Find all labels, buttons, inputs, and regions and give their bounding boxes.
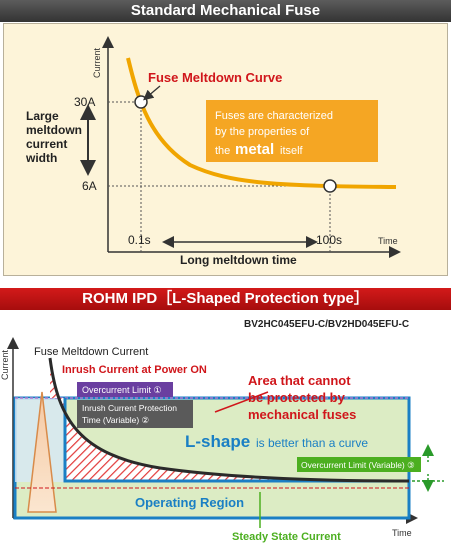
fuse-meltdown-curve-2	[48, 357, 410, 483]
tick-01s: 0.1s	[128, 233, 151, 247]
tick-6a: 6A	[82, 179, 97, 193]
steady-label: Steady State Current	[232, 531, 341, 543]
x-axis-label-2: Time	[392, 528, 412, 538]
point-6a	[323, 179, 337, 193]
y-axis-label-2: Current	[0, 349, 10, 380]
inrush-time-box	[77, 400, 193, 428]
overcurrent1-box	[77, 382, 173, 397]
unprotected-area	[50, 358, 409, 481]
point-30a	[134, 95, 148, 109]
section2-banner: ROHM IPD［L-Shaped Protection type］	[0, 288, 451, 310]
section1-chart: Current Time Fuse Meltdown Curve 30A 6A …	[25, 36, 401, 267]
part-number: BV2HC045EFU-C/BV2HD045EFU-C	[244, 319, 409, 330]
inrush-time-label: Inrush Current Protection Time (Variable…	[82, 403, 179, 425]
area-text: Area that cannot be protected by mechani…	[248, 373, 356, 422]
x-axis-label: Time	[378, 236, 398, 246]
note-text: Fuses are characterized by the propertie…	[215, 110, 336, 138]
tick-100s: 100s	[316, 233, 342, 247]
overcurrent1-label: Overcurrent Limit ①	[82, 385, 162, 395]
overcurrent3-label: Overcurrent Limit (Variable) ③	[301, 460, 415, 470]
lshape-text: L-shape is better than a curve	[185, 432, 368, 451]
large-meltdown-label: Large meltdown current width	[25, 109, 85, 165]
inrush-peak	[27, 391, 57, 513]
note-box	[206, 100, 378, 162]
y-axis-label: Current	[92, 47, 102, 78]
tick-30a: 30A	[74, 95, 95, 109]
fuse-current-label: Fuse Meltdown Current	[34, 346, 148, 358]
curve-label: Fuse Meltdown Curve	[148, 70, 282, 85]
time-label: Long meltdown time	[180, 253, 297, 267]
section2-chart: BV2HC045EFU-C/BV2HD045EFU-C Current Time…	[0, 319, 444, 543]
overcurrent3-box	[297, 457, 421, 472]
operating-label: Operating Region	[135, 495, 244, 510]
note-line3: the metal itself	[215, 141, 304, 158]
section1-banner: Standard Mechanical Fuse	[0, 0, 451, 22]
inrush-label: Inrush Current at Power ON	[62, 364, 207, 376]
